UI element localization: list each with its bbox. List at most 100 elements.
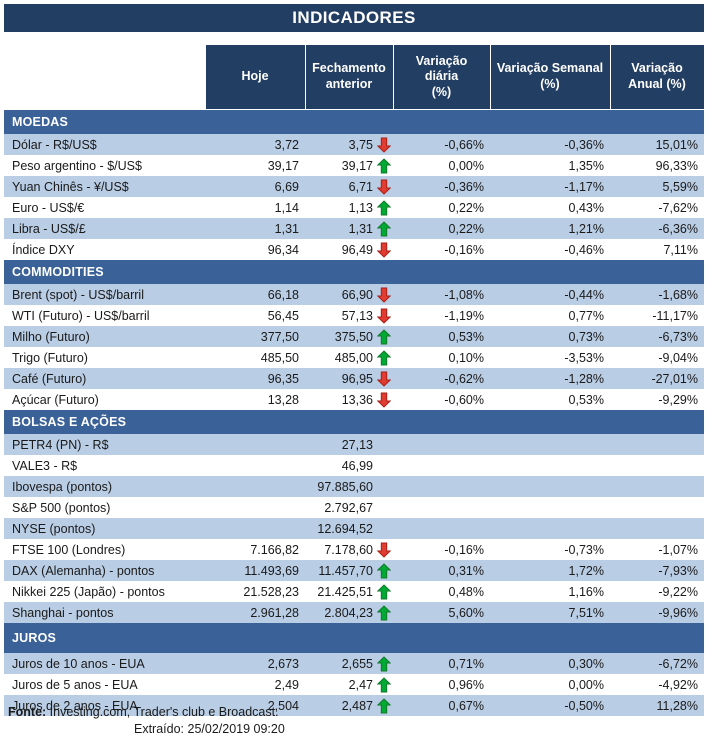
- cell-today-value: 6,69: [205, 176, 305, 197]
- cell-today-value: 377,50: [205, 326, 305, 347]
- cell-today-value: [205, 455, 305, 476]
- row-label: Dólar - R$/US$: [4, 134, 205, 155]
- arrow-down-icon: [377, 242, 391, 257]
- arrow-down-icon: [377, 308, 391, 323]
- cell-previous-close-value: 66,90: [305, 284, 393, 305]
- column-header-previous-close-line1: Fechamento: [312, 61, 386, 76]
- cell-previous-close-value: 485,00: [305, 347, 393, 368]
- cell-weekly-change-value: [490, 476, 610, 497]
- cell-weekly-change-value: [490, 497, 610, 518]
- cell-weekly-change-value: -0,36%: [490, 134, 610, 155]
- table-row: Shanghai - pontos 2.961,28 2.804,23 5,60% 7,…: [4, 602, 704, 623]
- cell-annual-change-value: -9,29%: [610, 389, 704, 410]
- cell-previous-close-value: 3,75: [305, 134, 393, 155]
- cell-annual-change-value: -6,73%: [610, 326, 704, 347]
- row-label: Shanghai - pontos: [4, 602, 205, 623]
- cell-weekly-change-value: -1,17%: [490, 176, 610, 197]
- row-label: Libra - US$/£: [4, 218, 205, 239]
- row-label: S&P 500 (pontos): [4, 497, 205, 518]
- cell-weekly-change-value: 7,51%: [490, 602, 610, 623]
- cell-annual-change-value: -9,96%: [610, 602, 704, 623]
- cell-annual-change-value: -1,07%: [610, 539, 704, 560]
- cell-weekly-change-value: -0,50%: [490, 695, 610, 716]
- cell-previous-close-value: 57,13: [305, 305, 393, 326]
- cell-daily-change-value: 5,60%: [393, 602, 490, 623]
- cell-today-value: 1,14: [205, 197, 305, 218]
- column-header-daily-change-line2: (%): [431, 84, 452, 99]
- table-row: NYSE (pontos) 12.694,52: [4, 518, 704, 539]
- table-row: Trigo (Futuro) 485,50 485,00 0,10% -3,53% -9,…: [4, 347, 704, 368]
- cell-today-value: 7.166,82: [205, 539, 305, 560]
- row-label: PETR4 (PN) - R$: [4, 434, 205, 455]
- arrow-down-icon: [377, 392, 391, 407]
- cell-previous-close-value: 13,36: [305, 389, 393, 410]
- cell-weekly-change-value: 0,43%: [490, 197, 610, 218]
- row-label: Juros de 2 anos - EUA: [4, 695, 205, 716]
- column-header-previous-close-line2: anterior: [325, 77, 373, 91]
- cell-annual-change-value: -4,92%: [610, 674, 704, 695]
- cell-today-value: 13,28: [205, 389, 305, 410]
- row-label: NYSE (pontos): [4, 518, 205, 539]
- cell-daily-change-value: 0,71%: [393, 653, 490, 674]
- cell-weekly-change-value: -0,44%: [490, 284, 610, 305]
- cell-today-value: 66,18: [205, 284, 305, 305]
- cell-weekly-change-value: 1,35%: [490, 155, 610, 176]
- cell-weekly-change-value: 0,53%: [490, 389, 610, 410]
- cell-annual-change-value: [610, 455, 704, 476]
- arrow-up-icon: [377, 200, 391, 215]
- cell-weekly-change-value: -3,53%: [490, 347, 610, 368]
- cell-today-value: 485,50: [205, 347, 305, 368]
- table-row: Dólar - R$/US$ 3,72 3,75 -0,66% -0,36% 15,01%: [4, 134, 704, 155]
- table-header: Hoje Fechamento anterior Variação diária…: [4, 44, 705, 110]
- cell-weekly-change-value: -0,46%: [490, 239, 610, 260]
- cell-annual-change-value: [610, 518, 704, 539]
- row-label: VALE3 - R$: [4, 455, 205, 476]
- table-row: Euro - US$/€ 1,14 1,13 0,22% 0,43% -7,62%: [4, 197, 704, 218]
- cell-weekly-change-value: [490, 434, 610, 455]
- cell-previous-close-value: 6,71: [305, 176, 393, 197]
- cell-weekly-change-value: 1,21%: [490, 218, 610, 239]
- cell-annual-change-value: 96,33%: [610, 155, 704, 176]
- cell-daily-change-value: 0,22%: [393, 197, 490, 218]
- column-header-weekly-change: Variação Semanal (%): [489, 44, 611, 110]
- cell-today-value: 3,72: [205, 134, 305, 155]
- row-label: Yuan Chinês - ¥/US$: [4, 176, 205, 197]
- cell-daily-change-value: [393, 434, 490, 455]
- cell-today-value: 2.961,28: [205, 602, 305, 623]
- cell-annual-change-value: -9,04%: [610, 347, 704, 368]
- cell-previous-close-value: 27,13: [305, 434, 393, 455]
- footer-source-text: Investing.com, Trader's club e Broadcast…: [46, 705, 279, 719]
- cell-daily-change-value: -0,36%: [393, 176, 490, 197]
- footer-extracted: Extraído: 25/02/2019 09:20: [134, 722, 285, 736]
- row-label: Índice DXY: [4, 239, 205, 260]
- cell-daily-change-value: [393, 455, 490, 476]
- cell-today-value: 56,45: [205, 305, 305, 326]
- row-label: Trigo (Futuro): [4, 347, 205, 368]
- cell-weekly-change-value: -0,73%: [490, 539, 610, 560]
- table-row: Juros de 10 anos - EUA 2,673 2,655 0,71% 0,3…: [4, 653, 704, 674]
- cell-daily-change-value: 0,53%: [393, 326, 490, 347]
- table-row: Brent (spot) - US$/barril 66,18 66,90 -1,08…: [4, 284, 704, 305]
- cell-today-value: 2,673: [205, 653, 305, 674]
- section-header-label: COMMODITIES: [4, 260, 704, 284]
- cell-today-value: 2,49: [205, 674, 305, 695]
- arrow-up-icon: [377, 584, 391, 599]
- cell-today-value: [205, 434, 305, 455]
- section-header-label: JUROS: [4, 623, 704, 653]
- section-header-row: COMMODITIES: [4, 260, 704, 284]
- arrow-down-icon: [377, 542, 391, 557]
- footer: Fonte: Investing.com, Trader's club e Br…: [8, 704, 702, 738]
- arrow-up-icon: [377, 656, 391, 671]
- cell-today-value: [205, 518, 305, 539]
- column-header-daily-change: Variação diária (%): [392, 44, 491, 110]
- cell-daily-change-value: [393, 497, 490, 518]
- column-header-annual-change-line2: Anual (%): [628, 77, 686, 91]
- column-header-annual-change-line1: Variação: [631, 61, 683, 76]
- arrow-up-icon: [377, 221, 391, 236]
- column-header-weekly-change-line2: (%): [540, 77, 560, 91]
- cell-today-value: 1,31: [205, 218, 305, 239]
- row-label: WTI (Futuro) - US$/barril: [4, 305, 205, 326]
- row-label: Euro - US$/€: [4, 197, 205, 218]
- cell-previous-close-value: 11.457,70: [305, 560, 393, 581]
- cell-today-value: 96,35: [205, 368, 305, 389]
